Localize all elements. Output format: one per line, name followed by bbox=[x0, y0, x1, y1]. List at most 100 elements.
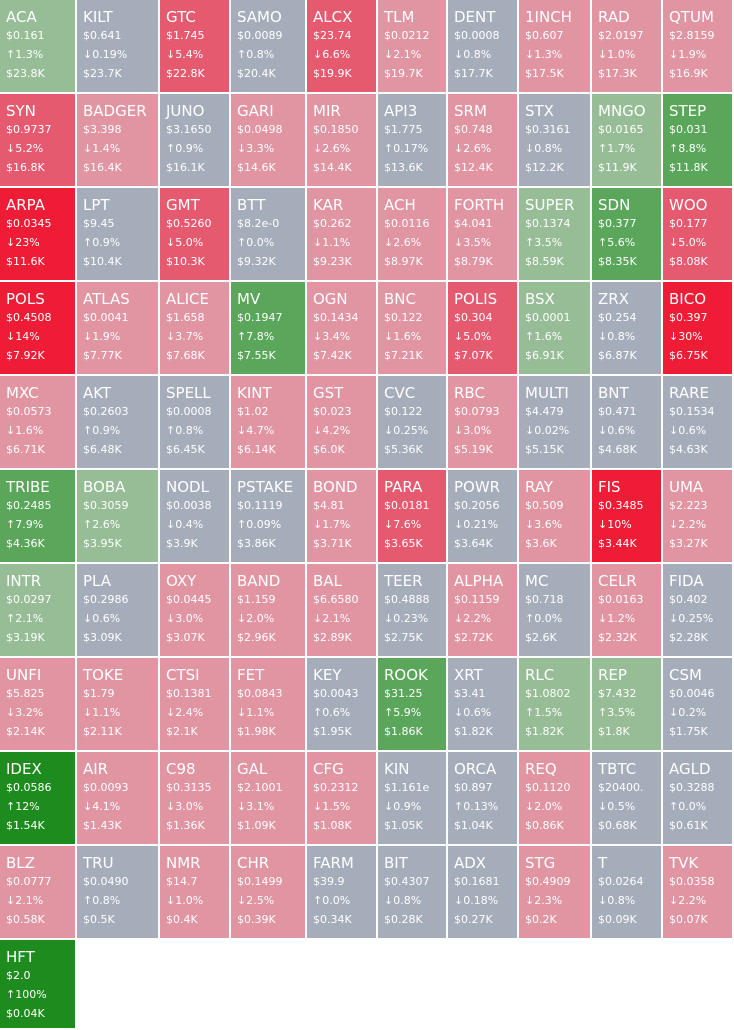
tile-adx[interactable]: ADX $0.1681 ↓0.18% $0.27K bbox=[448, 846, 517, 938]
tile-rad[interactable]: RAD $2.0197 ↓1.0% $17.3K bbox=[592, 0, 661, 92]
tile-mngo[interactable]: MNGO $0.0165 ↑1.7% $11.9K bbox=[592, 94, 661, 186]
tile-hft[interactable]: HFT $2.0 ↑100% $0.04K bbox=[0, 940, 75, 1028]
tile-bond[interactable]: BOND $4.81 ↓1.7% $3.71K bbox=[307, 470, 376, 562]
tile-spell[interactable]: SPELL $0.0008 ↑0.8% $6.45K bbox=[160, 376, 229, 468]
tile-chr[interactable]: CHR $0.1499 ↓2.5% $0.39K bbox=[231, 846, 305, 938]
tile-bnc[interactable]: BNC $0.122 ↓1.6% $7.21K bbox=[378, 282, 446, 374]
tile-syn[interactable]: SYN $0.9737 ↓5.2% $16.8K bbox=[0, 94, 75, 186]
tile-srm[interactable]: SRM $0.748 ↓2.6% $12.4K bbox=[448, 94, 517, 186]
tile-intr[interactable]: INTR $0.0297 ↑2.1% $3.19K bbox=[0, 564, 75, 656]
tile-alcx[interactable]: ALCX $23.74 ↓6.6% $19.9K bbox=[307, 0, 376, 92]
tile-arpa[interactable]: ARPA $0.0345 ↓23% $11.6K bbox=[0, 188, 75, 280]
tile-stx[interactable]: STX $0.3161 ↓0.8% $12.2K bbox=[519, 94, 590, 186]
tile-unfi[interactable]: UNFI $5.825 ↓3.2% $2.14K bbox=[0, 658, 75, 750]
tile-orca[interactable]: ORCA $0.897 ↑0.13% $1.04K bbox=[448, 752, 517, 844]
tile-tribe[interactable]: TRIBE $0.2485 ↑7.9% $4.36K bbox=[0, 470, 75, 562]
tile-t[interactable]: T $0.0264 ↓0.8% $0.09K bbox=[592, 846, 661, 938]
tile-boba[interactable]: BOBA $0.3059 ↑2.6% $3.95K bbox=[77, 470, 158, 562]
tile-req[interactable]: REQ $0.1120 ↓2.0% $0.86K bbox=[519, 752, 590, 844]
tile-bal[interactable]: BAL $6.6580 ↓2.1% $2.89K bbox=[307, 564, 376, 656]
tile-fet[interactable]: FET $0.0843 ↓1.1% $1.98K bbox=[231, 658, 305, 750]
tile-tru[interactable]: TRU $0.0490 ↑0.8% $0.5K bbox=[77, 846, 158, 938]
tile-band[interactable]: BAND $1.159 ↓2.0% $2.96K bbox=[231, 564, 305, 656]
tile-oxy[interactable]: OXY $0.0445 ↓3.0% $3.07K bbox=[160, 564, 229, 656]
tile-qtum[interactable]: QTUM $2.8159 ↓1.9% $16.9K bbox=[663, 0, 732, 92]
tile-c98[interactable]: C98 $0.3135 ↓3.0% $1.36K bbox=[160, 752, 229, 844]
tile-xrt[interactable]: XRT $3.41 ↓0.6% $1.82K bbox=[448, 658, 517, 750]
tile-agld[interactable]: AGLD $0.3288 ↑0.0% $0.61K bbox=[663, 752, 732, 844]
tile-cvc[interactable]: CVC $0.122 ↓0.25% $5.36K bbox=[378, 376, 446, 468]
tile-api3[interactable]: API3 $1.775 ↑0.17% $13.6K bbox=[378, 94, 446, 186]
tile-pla[interactable]: PLA $0.2986 ↓0.6% $3.09K bbox=[77, 564, 158, 656]
tile-juno[interactable]: JUNO $3.1650 ↑0.9% $16.1K bbox=[160, 94, 229, 186]
tile-gtc[interactable]: GTC $1.745 ↓5.4% $22.8K bbox=[160, 0, 229, 92]
tile-pstake[interactable]: PSTAKE $0.1119 ↑0.09% $3.86K bbox=[231, 470, 305, 562]
tile-fis[interactable]: FIS $0.3485 ↓10% $3.44K bbox=[592, 470, 661, 562]
tile-rlc[interactable]: RLC $1.0802 ↑1.5% $1.82K bbox=[519, 658, 590, 750]
tile-tlm[interactable]: TLM $0.0212 ↓2.1% $19.7K bbox=[378, 0, 446, 92]
tile-idex[interactable]: IDEX $0.0586 ↑12% $1.54K bbox=[0, 752, 75, 844]
tile-super[interactable]: SUPER $0.1374 ↑3.5% $8.59K bbox=[519, 188, 590, 280]
tile-pols[interactable]: POLS $0.4508 ↓14% $7.92K bbox=[0, 282, 75, 374]
tile-multi[interactable]: MULTI $4.479 ↓0.02% $5.15K bbox=[519, 376, 590, 468]
tile-kin[interactable]: KIN $1.161e ↓0.9% $1.05K bbox=[378, 752, 446, 844]
tile-nmr[interactable]: NMR $14.7 ↓1.0% $0.4K bbox=[160, 846, 229, 938]
tile-farm[interactable]: FARM $39.9 ↑0.0% $0.34K bbox=[307, 846, 376, 938]
tile-bsx[interactable]: BSX $0.0001 ↑1.6% $6.91K bbox=[519, 282, 590, 374]
tile-cfg[interactable]: CFG $0.2312 ↓1.5% $1.08K bbox=[307, 752, 376, 844]
tile-para[interactable]: PARA $0.0181 ↓7.6% $3.65K bbox=[378, 470, 446, 562]
tile-zrx[interactable]: ZRX $0.254 ↓0.8% $6.87K bbox=[592, 282, 661, 374]
tile-air[interactable]: AIR $0.0093 ↓4.1% $1.43K bbox=[77, 752, 158, 844]
tile-sdn[interactable]: SDN $0.377 ↑5.6% $8.35K bbox=[592, 188, 661, 280]
tile-ach[interactable]: ACH $0.0116 ↓2.6% $8.97K bbox=[378, 188, 446, 280]
tile-nodl[interactable]: NODL $0.0038 ↓0.4% $3.9K bbox=[160, 470, 229, 562]
tile-bnt[interactable]: BNT $0.471 ↓0.6% $4.68K bbox=[592, 376, 661, 468]
tile-woo[interactable]: WOO $0.177 ↓5.0% $8.08K bbox=[663, 188, 732, 280]
tile-gmt[interactable]: GMT $0.5260 ↓5.0% $10.3K bbox=[160, 188, 229, 280]
tile-stg[interactable]: STG $0.4909 ↓2.3% $0.2K bbox=[519, 846, 590, 938]
tile-alice[interactable]: ALICE $1.658 ↓3.7% $7.68K bbox=[160, 282, 229, 374]
tile-fida[interactable]: FIDA $0.402 ↓0.25% $2.28K bbox=[663, 564, 732, 656]
tile-akt[interactable]: AKT $0.2603 ↑0.9% $6.48K bbox=[77, 376, 158, 468]
tile-dent[interactable]: DENT $0.0008 ↓0.8% $17.7K bbox=[448, 0, 517, 92]
tile-atlas[interactable]: ATLAS $0.0041 ↓1.9% $7.77K bbox=[77, 282, 158, 374]
tile-ray[interactable]: RAY $0.509 ↓3.6% $3.6K bbox=[519, 470, 590, 562]
tile-csm[interactable]: CSM $0.0046 ↓0.2% $1.75K bbox=[663, 658, 732, 750]
tile-rook[interactable]: ROOK $31.25 ↑5.9% $1.86K bbox=[378, 658, 446, 750]
tile-tvk[interactable]: TVK $0.0358 ↓2.2% $0.07K bbox=[663, 846, 732, 938]
tile-lpt[interactable]: LPT $9.45 ↑0.9% $10.4K bbox=[77, 188, 158, 280]
tile-bit[interactable]: BIT $0.4307 ↓0.8% $0.28K bbox=[378, 846, 446, 938]
tile-ctsi[interactable]: CTSI $0.1381 ↓2.4% $2.1K bbox=[160, 658, 229, 750]
tile-toke[interactable]: TOKE $1.79 ↓1.1% $2.11K bbox=[77, 658, 158, 750]
tile-polis[interactable]: POLIS $0.304 ↓5.0% $7.07K bbox=[448, 282, 517, 374]
tile-mxc[interactable]: MXC $0.0573 ↓1.6% $6.71K bbox=[0, 376, 75, 468]
tile-celr[interactable]: CELR $0.0163 ↓1.2% $2.32K bbox=[592, 564, 661, 656]
tile-kar[interactable]: KAR $0.262 ↓1.1% $9.23K bbox=[307, 188, 376, 280]
tile-key[interactable]: KEY $0.0043 ↑0.6% $1.95K bbox=[307, 658, 376, 750]
tile-gari[interactable]: GARI $0.0498 ↓3.3% $14.6K bbox=[231, 94, 305, 186]
tile-gst[interactable]: GST $0.023 ↓4.2% $6.0K bbox=[307, 376, 376, 468]
tile-mc[interactable]: MC $0.718 ↑0.0% $2.6K bbox=[519, 564, 590, 656]
tile-tbtc[interactable]: TBTC $20400. ↓0.5% $0.68K bbox=[592, 752, 661, 844]
tile-mir[interactable]: MIR $0.1850 ↓2.6% $14.4K bbox=[307, 94, 376, 186]
tile-samo[interactable]: SAMO $0.0089 ↑0.8% $20.4K bbox=[231, 0, 305, 92]
tile-blz[interactable]: BLZ $0.0777 ↓2.1% $0.58K bbox=[0, 846, 75, 938]
tile-ogn[interactable]: OGN $0.1434 ↓3.4% $7.42K bbox=[307, 282, 376, 374]
tile-btt[interactable]: BTT $8.2e-0 ↑0.0% $9.32K bbox=[231, 188, 305, 280]
tile-kilt[interactable]: KILT $0.641 ↓0.19% $23.7K bbox=[77, 0, 158, 92]
tile-alpha[interactable]: ALPHA $0.1159 ↓2.2% $2.72K bbox=[448, 564, 517, 656]
tile-rbc[interactable]: RBC $0.0793 ↓3.0% $5.19K bbox=[448, 376, 517, 468]
tile-teer[interactable]: TEER $0.4888 ↓0.23% $2.75K bbox=[378, 564, 446, 656]
tile-aca[interactable]: ACA $0.161 ↑1.3% $23.8K bbox=[0, 0, 75, 92]
tile-badger[interactable]: BADGER $3.398 ↓1.4% $16.4K bbox=[77, 94, 158, 186]
tile-rare[interactable]: RARE $0.1534 ↓0.6% $4.63K bbox=[663, 376, 732, 468]
tile-powr[interactable]: POWR $0.2056 ↓0.21% $3.64K bbox=[448, 470, 517, 562]
tile-rep[interactable]: REP $7.432 ↑3.5% $1.8K bbox=[592, 658, 661, 750]
tile-uma[interactable]: UMA $2.223 ↓2.2% $3.27K bbox=[663, 470, 732, 562]
tile-bico[interactable]: BICO $0.397 ↓30% $6.75K bbox=[663, 282, 732, 374]
tile-mv[interactable]: MV $0.1947 ↑7.8% $7.55K bbox=[231, 282, 305, 374]
tile-forth[interactable]: FORTH $4.041 ↓3.5% $8.79K bbox=[448, 188, 517, 280]
tile-gal[interactable]: GAL $2.1001 ↓3.1% $1.09K bbox=[231, 752, 305, 844]
tile-step[interactable]: STEP $0.031 ↑8.8% $11.8K bbox=[663, 94, 732, 186]
tile-1inch[interactable]: 1INCH $0.607 ↓1.3% $17.5K bbox=[519, 0, 590, 92]
